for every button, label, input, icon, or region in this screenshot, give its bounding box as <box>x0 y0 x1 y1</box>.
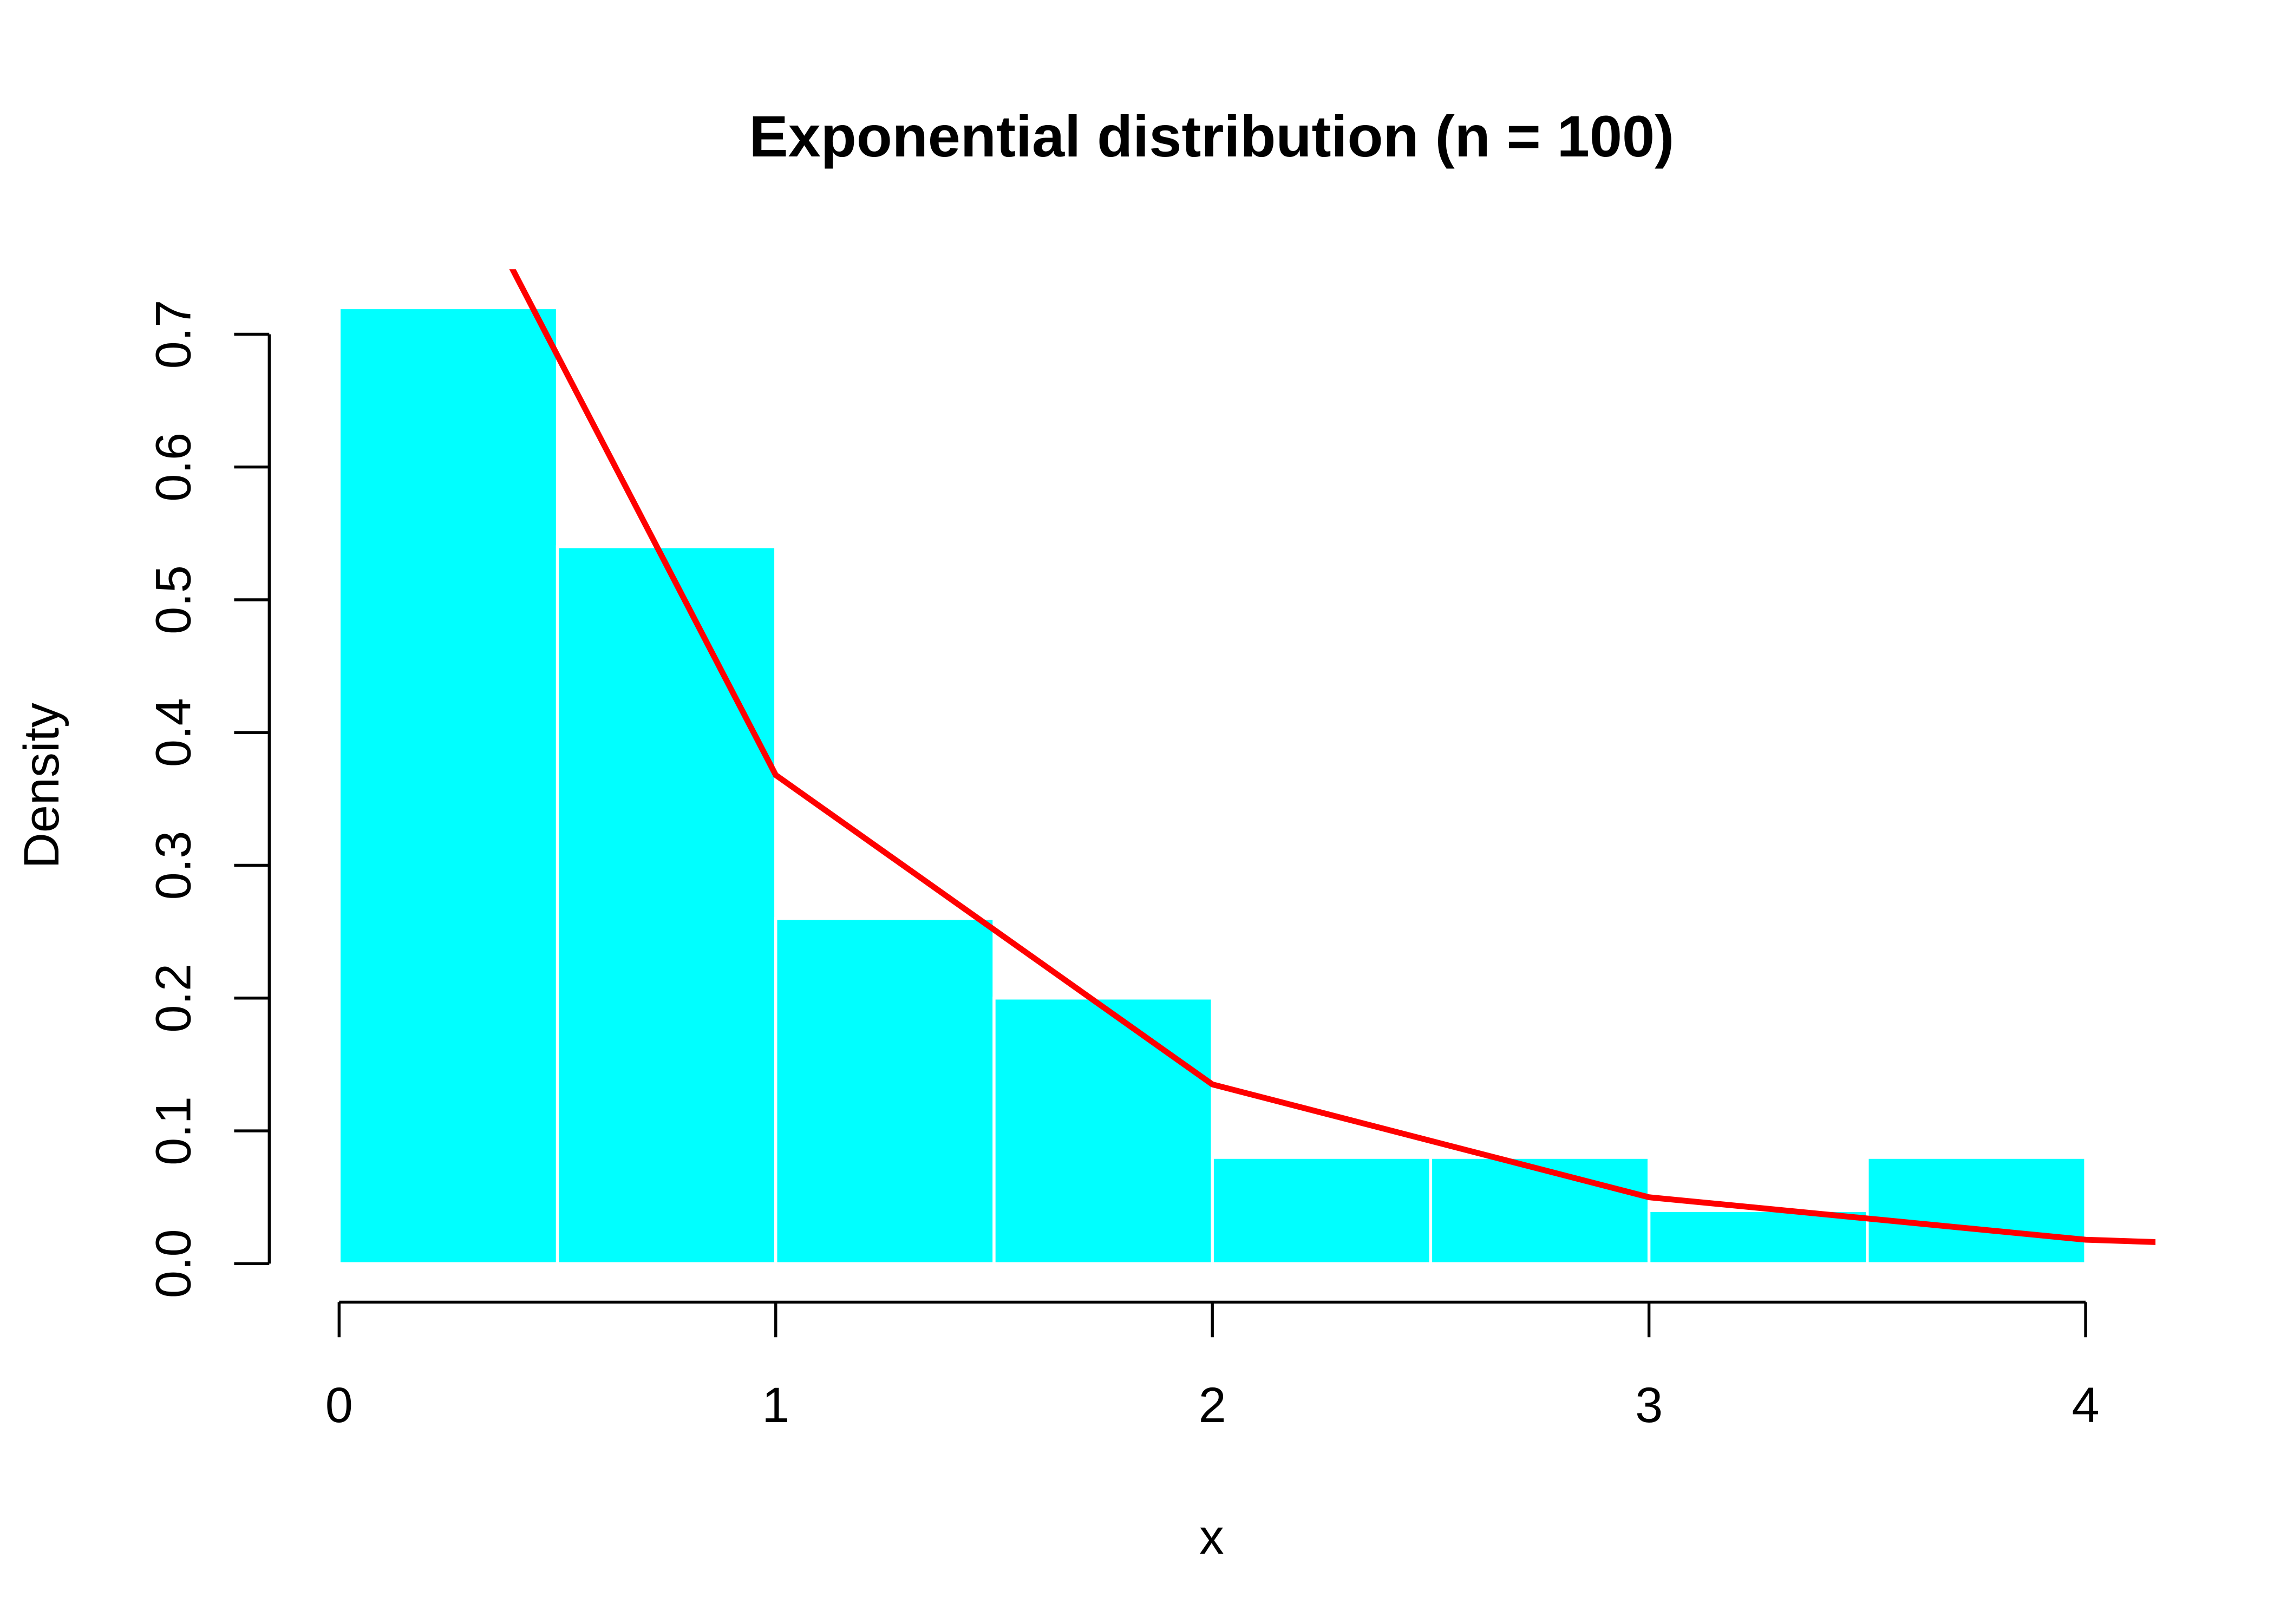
y-tick-label: 0.1 <box>146 1096 201 1165</box>
x-tick-label: 4 <box>2072 1378 2099 1433</box>
x-tick-label: 1 <box>762 1378 789 1433</box>
y-tick-label: 0.7 <box>146 300 201 369</box>
bar <box>774 916 996 1265</box>
x-tick-label: 0 <box>325 1378 353 1433</box>
y-tick-label: 0.6 <box>146 433 201 502</box>
bar <box>1429 1156 1651 1265</box>
x-tick-label: 2 <box>1199 1378 1226 1433</box>
bar <box>1866 1156 2087 1265</box>
y-tick-label: 0.5 <box>146 565 201 634</box>
bar <box>1647 1209 1869 1265</box>
x-axis-title: x <box>1199 1509 1224 1564</box>
y-tick-label: 0.2 <box>146 964 201 1033</box>
y-tick-label: 0.4 <box>146 698 201 767</box>
y-tick-label: 0.3 <box>146 831 201 900</box>
bar <box>992 997 1214 1265</box>
chart-title: Exponential distribution (n = 100) <box>749 103 1675 169</box>
bar <box>337 306 559 1265</box>
y-tick-label: 0.0 <box>146 1229 201 1298</box>
bar <box>556 545 777 1265</box>
density-curve <box>509 269 2156 1245</box>
x-tick-label: 3 <box>1635 1378 1663 1433</box>
bar <box>1211 1156 1433 1265</box>
y-axis-title: Density <box>14 703 69 868</box>
